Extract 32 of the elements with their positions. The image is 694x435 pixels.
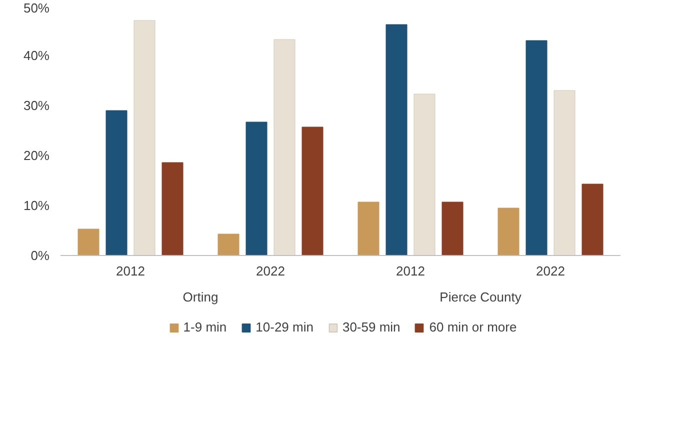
- x-tick-label: 2022: [256, 264, 285, 278]
- bar: [442, 202, 464, 256]
- bar: [218, 234, 240, 256]
- bar: [106, 110, 128, 256]
- bar: [78, 228, 100, 256]
- legend-label: 10-29 min: [256, 320, 314, 334]
- bar: [358, 202, 380, 256]
- bar: [526, 40, 548, 256]
- y-tick-label: 20%: [23, 148, 50, 163]
- x-tick-label: 2012: [116, 264, 145, 278]
- x-tick-label: 2012: [396, 264, 425, 278]
- y-tick-label: 50%: [23, 0, 50, 16]
- bar: [134, 20, 156, 256]
- bar: [582, 184, 604, 256]
- y-tick-label: 10%: [23, 198, 50, 213]
- bar: [386, 24, 408, 256]
- y-tick-label: 0%: [30, 248, 50, 263]
- bar: [414, 94, 436, 256]
- bar: [302, 126, 324, 256]
- text: Orting: [182, 290, 218, 304]
- y-tick-label: 40%: [23, 48, 50, 63]
- legend-label: 60 min or more: [429, 320, 517, 334]
- bar: [246, 122, 268, 256]
- bar: [498, 208, 520, 256]
- y-tick-label: 30%: [23, 98, 50, 113]
- bar: [162, 162, 184, 256]
- bar: [554, 90, 576, 256]
- text: Pierce County: [440, 290, 522, 304]
- x-tick-label: 2022: [536, 264, 565, 278]
- legend-label: 1-9 min: [183, 320, 227, 334]
- legend-label: 30-59 min: [342, 320, 400, 334]
- bar: [274, 39, 296, 256]
